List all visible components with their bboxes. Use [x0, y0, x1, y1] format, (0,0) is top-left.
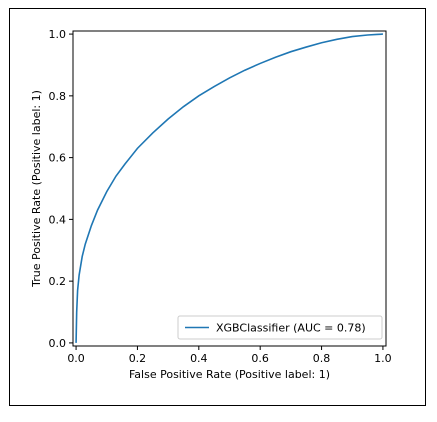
legend-entry-xgbclassifier: XGBClassifier (AUC = 0.78) [216, 322, 366, 335]
plot-area [72, 30, 387, 347]
y-tick-label: 0.6 [49, 152, 67, 165]
y-tick-label: 0.4 [49, 213, 67, 226]
x-axis: 0.0 0.2 0.4 0.6 0.8 1.0 [67, 346, 392, 365]
y-axis-label: True Positive Rate (Positive label: 1) [30, 90, 43, 288]
y-tick-label: 0.8 [49, 90, 67, 103]
x-tick-label: 0.2 [129, 352, 147, 365]
y-axis: 0.0 0.2 0.4 0.6 0.8 1.0 [49, 28, 73, 350]
series-line-xgbclassifier [75, 33, 383, 343]
legend-box [177, 315, 383, 340]
x-axis-label: False Positive Rate (Positive label: 1) [129, 368, 330, 381]
y-tick-label: 1.0 [49, 28, 67, 41]
y-tick-label: 0.2 [49, 275, 67, 288]
x-tick-label: 0.4 [190, 352, 208, 365]
x-tick-label: 0.6 [251, 352, 269, 365]
x-tick-label: 0.8 [313, 352, 331, 365]
x-tick-label: 1.0 [374, 352, 392, 365]
y-tick-label: 0.0 [49, 337, 67, 350]
legend: XGBClassifier (AUC = 0.78) [177, 315, 383, 340]
x-tick-label: 0.0 [67, 352, 85, 365]
